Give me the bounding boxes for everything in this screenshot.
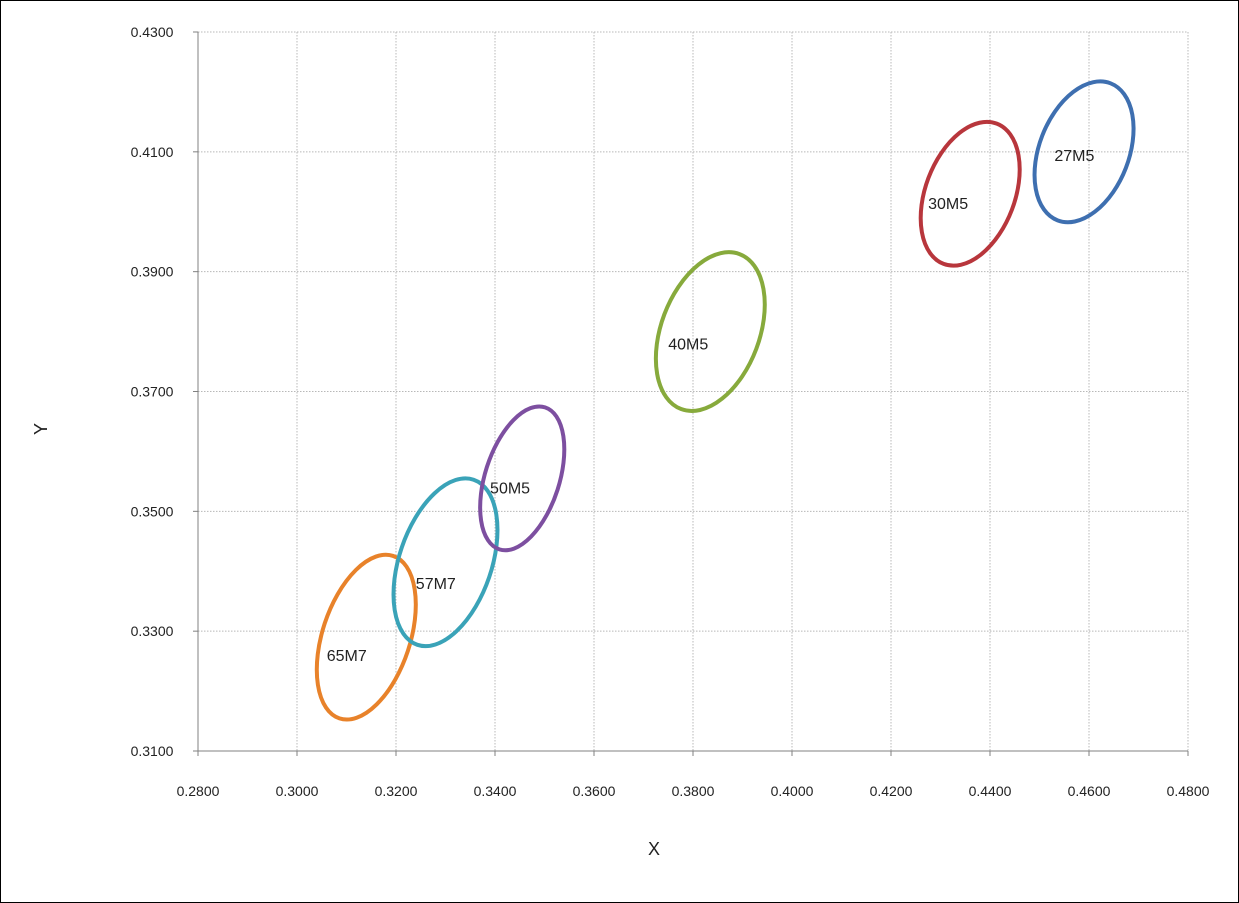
gridlines <box>198 31 1189 751</box>
x-tick-label: 0.3200 <box>375 783 418 799</box>
x-tick-labels: 0.2800 0.3000 0.3200 0.3400 0.3600 0.3800 0.40… <box>177 783 1210 799</box>
ellipse-series <box>314 79 1136 722</box>
ellipse-label-50m5: 50M5 <box>490 480 530 497</box>
x-tick-label: 0.3600 <box>573 783 616 799</box>
y-tick-label: 0.3700 <box>131 384 174 400</box>
ellipse-label-30m5: 30M5 <box>928 196 968 213</box>
ellipse-label-57m7: 57M7 <box>416 576 456 593</box>
ellipse-30m5 <box>918 119 1022 268</box>
ellipse-57m7 <box>391 476 500 649</box>
ellipse-labels: 65M7 57M7 50M5 40M5 30M5 27M5 <box>327 148 1095 665</box>
x-tick-label: 0.4200 <box>870 783 913 799</box>
x-tick-label: 0.3400 <box>474 783 517 799</box>
y-tick-labels: 0.3100 0.3300 0.3500 0.3700 0.3900 0.4100 0.43… <box>131 24 174 759</box>
axes <box>193 31 1189 756</box>
ellipse-27m5 <box>1032 79 1136 225</box>
x-tick-label: 0.3000 <box>276 783 319 799</box>
x-tick-label: 0.4800 <box>1167 783 1210 799</box>
y-tick-label: 0.3900 <box>131 264 174 280</box>
y-tick-label: 0.3300 <box>131 623 174 639</box>
ellipse-label-40m5: 40M5 <box>668 337 708 354</box>
ellipse-label-65m7: 65M7 <box>327 648 367 665</box>
y-tick-label: 0.3500 <box>131 503 174 519</box>
y-axis-title: Y <box>31 423 51 435</box>
ellipse-50m5 <box>478 404 567 553</box>
x-tick-label: 0.4000 <box>771 783 814 799</box>
x-tick-label: 0.2800 <box>177 783 220 799</box>
x-tick-label: 0.3800 <box>672 783 715 799</box>
x-tick-label: 0.4400 <box>969 783 1012 799</box>
y-tick-label: 0.4100 <box>131 144 174 160</box>
ellipse-40m5 <box>653 250 767 413</box>
y-tick-label: 0.4300 <box>131 24 174 40</box>
x-axis-title: X <box>648 839 660 859</box>
x-tick-label: 0.4600 <box>1068 783 1111 799</box>
ellipse-label-27m5: 27M5 <box>1054 148 1094 165</box>
y-tick-label: 0.3100 <box>131 743 174 759</box>
ellipse-65m7 <box>314 552 418 722</box>
